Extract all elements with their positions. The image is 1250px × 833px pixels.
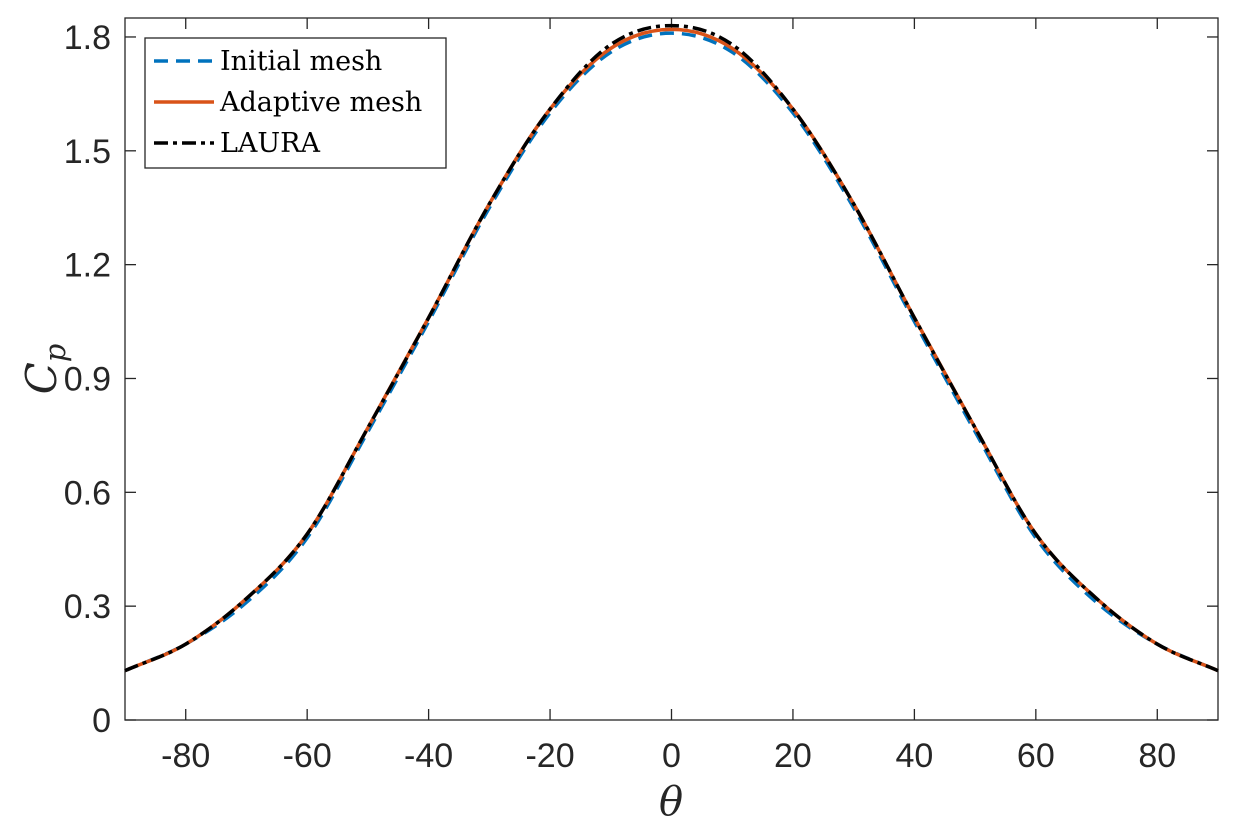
x-tick-label: -80	[161, 737, 210, 775]
y-axis-label: Cp	[17, 344, 72, 395]
legend-label-laura: LAURA	[220, 128, 321, 159]
x-axis-label: θ	[659, 779, 683, 825]
x-tick-label: 0	[662, 737, 681, 775]
x-tick-label: 80	[1138, 737, 1176, 775]
series-laura	[124, 23, 1219, 673]
y-tick-label: 1.8	[64, 19, 111, 57]
y-axis: 0 0.3 0.6 0.9 1.2 1.5 1.8	[64, 19, 1218, 740]
y-axis-label-subscript: p	[38, 344, 72, 363]
legend-label-initial-mesh: Initial mesh	[220, 46, 382, 77]
series-initial-mesh	[124, 31, 1219, 673]
x-tick-label: -20	[525, 737, 574, 775]
series-layer	[124, 23, 1219, 673]
legend-label-adaptive-mesh: Adaptive mesh	[219, 87, 422, 118]
x-tick-label: -40	[404, 737, 453, 775]
x-tick-label: -60	[283, 737, 332, 775]
y-tick-label: 0.6	[64, 474, 111, 512]
y-tick-label: 1.2	[64, 247, 111, 285]
y-tick-label: 0	[92, 702, 111, 740]
x-tick-label: 60	[1017, 737, 1055, 775]
x-axis: -80 -60 -40 -20 0 20 40 60 80	[161, 18, 1176, 775]
y-axis-label-main: C	[17, 362, 66, 394]
legend: Initial mesh Adaptive mesh LAURA	[144, 37, 447, 169]
x-tick-label: 40	[895, 737, 933, 775]
svg-text:Cp: Cp	[17, 344, 72, 395]
y-tick-label: 0.3	[64, 588, 111, 626]
y-tick-label: 0.9	[64, 360, 111, 398]
y-tick-label: 1.5	[64, 133, 111, 171]
x-tick-label: 20	[774, 737, 812, 775]
